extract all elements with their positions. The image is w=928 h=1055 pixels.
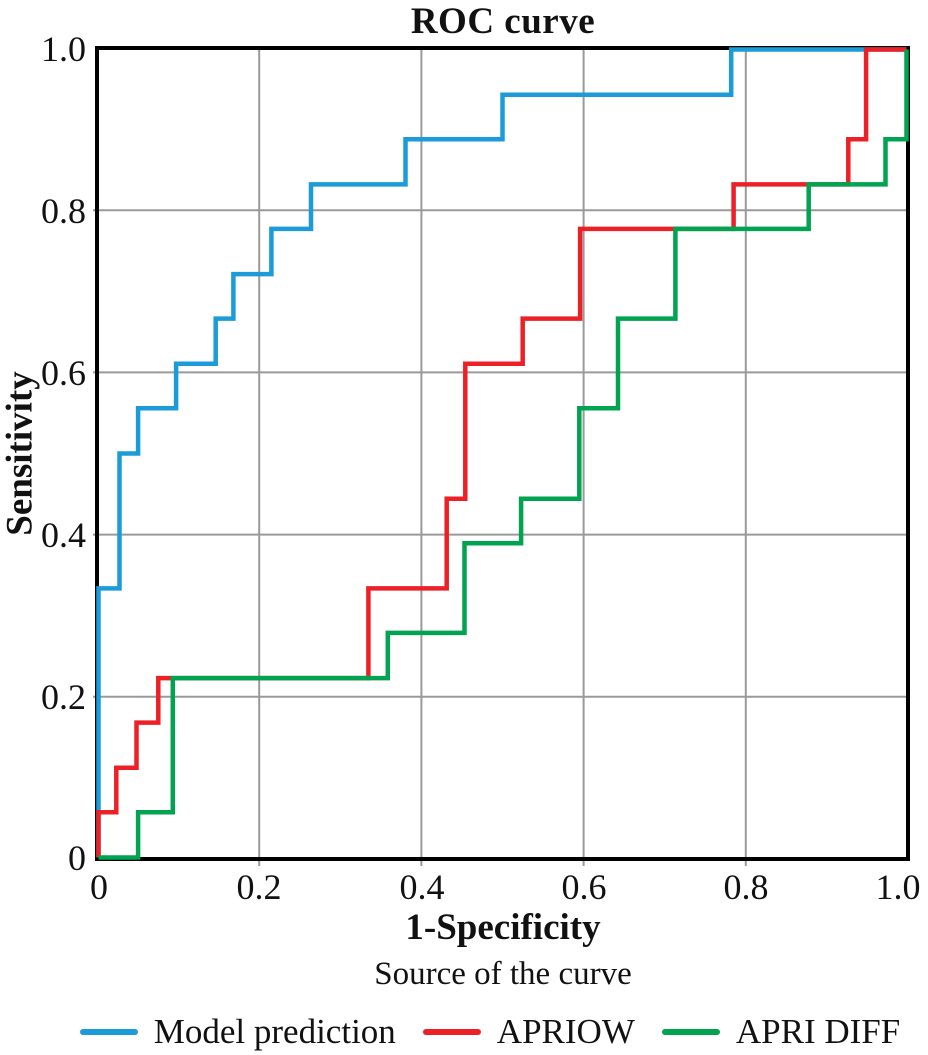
y-tick-label: 1.0 bbox=[41, 29, 86, 69]
legend-swatch-blue-line-icon bbox=[79, 1029, 138, 1035]
x-tick-label: 0.8 bbox=[724, 867, 769, 907]
plot-frame bbox=[95, 46, 910, 861]
y-tick-label: 0.2 bbox=[41, 677, 86, 717]
x-tick-label: 0 bbox=[90, 867, 108, 907]
roc-curve-apri-diff bbox=[98, 49, 909, 860]
legend-item-model-prediction: Model prediction bbox=[79, 1012, 396, 1052]
legend-title: Source of the curve bbox=[374, 956, 632, 992]
y-tick-label: 0.8 bbox=[41, 191, 86, 231]
roc-curve-model-prediction bbox=[96, 47, 907, 858]
legend-label: APRI DIFF bbox=[735, 1012, 901, 1051]
roc-curve-apriow bbox=[96, 47, 907, 858]
gridlines bbox=[93, 48, 908, 866]
y-tick-labels: 1.0 0.8 0.6 0.4 0.2 0 bbox=[41, 29, 86, 878]
x-axis-title: 1-Specificity bbox=[405, 907, 601, 948]
legend-label: Model prediction bbox=[153, 1012, 396, 1051]
y-tick-label: 0.4 bbox=[41, 515, 86, 555]
x-tick-label: 0.2 bbox=[237, 867, 282, 907]
x-tick-label: 0.4 bbox=[400, 867, 445, 907]
roc-curves bbox=[96, 47, 909, 860]
x-tick-labels: 0 0.2 0.4 0.6 0.8 1.0 bbox=[90, 867, 921, 907]
legend-swatch-green-line-icon bbox=[661, 1029, 720, 1035]
legend-swatch-red-line-icon bbox=[422, 1029, 481, 1035]
x-tick-label: 1.0 bbox=[876, 867, 921, 907]
legend-label: APRIOW bbox=[496, 1012, 635, 1051]
chart-title: ROC curve bbox=[410, 1, 596, 42]
legend-item-apri-diff: APRI DIFF bbox=[661, 1012, 901, 1052]
legend-item-apriow: APRIOW bbox=[422, 1012, 635, 1052]
x-tick-label: 0.6 bbox=[562, 867, 607, 907]
y-tick-label: 0.6 bbox=[41, 353, 86, 393]
legend: Model prediction APRIOW APRI DIFF bbox=[60, 1010, 920, 1054]
y-tick-label: 0 bbox=[68, 838, 86, 878]
